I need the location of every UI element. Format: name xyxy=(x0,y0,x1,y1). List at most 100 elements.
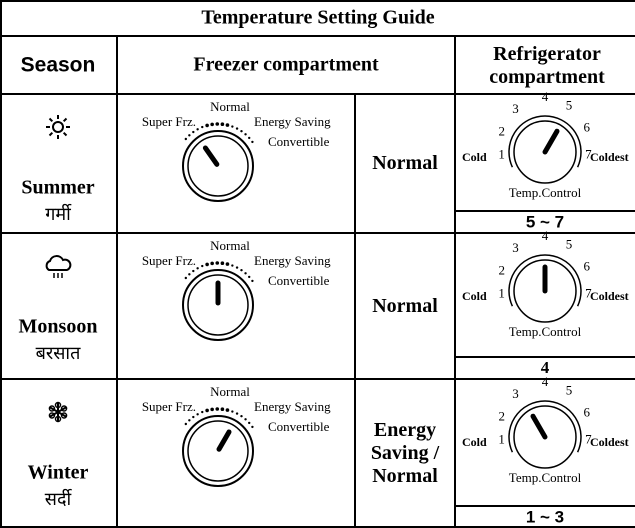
dial-number: 6 xyxy=(583,259,590,274)
dial-number: 2 xyxy=(499,262,506,277)
dial-dot xyxy=(205,263,209,267)
dial-dot xyxy=(236,412,238,414)
dial-dot xyxy=(192,131,194,133)
dial-label: Convertible xyxy=(268,273,330,288)
dial-dot xyxy=(231,264,233,266)
setting-box: Normal xyxy=(357,96,453,231)
dial-cold: Cold xyxy=(462,289,487,303)
dial-number: 3 xyxy=(512,240,519,255)
dial-dot xyxy=(248,137,250,139)
dial-dot xyxy=(231,410,233,412)
dial-dot xyxy=(185,277,187,279)
dial-dot xyxy=(244,418,246,420)
dial-cold: Cold xyxy=(462,435,487,449)
dial-label: Normal xyxy=(210,238,250,253)
dial-dot xyxy=(205,124,209,128)
dial-dot xyxy=(201,265,203,267)
freezer-setting: Energy Saving / Normal xyxy=(357,381,453,526)
dial-dot xyxy=(236,266,238,268)
header: Season xyxy=(21,54,96,77)
header: Refrigerator compartment xyxy=(462,38,632,94)
sun-ray xyxy=(50,119,53,122)
dial-dot xyxy=(251,426,253,428)
season-name: Summer xyxy=(21,177,94,199)
dial-label: Energy Saving xyxy=(254,399,331,414)
freezer-setting: Normal xyxy=(357,235,453,377)
dial-number: 4 xyxy=(542,374,549,389)
header-box: Refrigerator compartment xyxy=(462,38,632,94)
dial-number: 5 xyxy=(566,382,573,397)
dial-label: Super Frz. xyxy=(142,253,196,268)
dial-dot xyxy=(192,416,194,418)
dial-dot xyxy=(201,411,203,413)
dial-dot xyxy=(240,269,242,271)
dial-dot xyxy=(210,262,214,266)
dial-caption: Temp.Control xyxy=(509,470,582,485)
dial-coldest: Coldest xyxy=(590,289,629,303)
dial-label: Normal xyxy=(210,99,250,114)
season-name: Winter xyxy=(28,462,89,484)
dial-dot xyxy=(226,123,230,127)
dial-number: 1 xyxy=(498,147,505,162)
dial-dot xyxy=(210,123,214,127)
cloud-icon xyxy=(47,256,71,270)
dial-number: 5 xyxy=(566,236,573,251)
dial-coldest: Coldest xyxy=(590,435,629,449)
dial-number: 3 xyxy=(512,386,519,401)
dial-dot xyxy=(251,141,253,143)
setting-box: Energy Saving / Normal xyxy=(357,381,453,526)
dial-number: 4 xyxy=(542,228,549,243)
dial-number: 5 xyxy=(566,97,573,112)
temperature-guide: Temperature Setting Guide Season Freezer… xyxy=(0,0,635,528)
dial-dot xyxy=(221,261,225,265)
dial-label: Energy Saving xyxy=(254,253,331,268)
dial-dot xyxy=(192,270,194,272)
dial-dot xyxy=(196,413,198,415)
dial-number: 6 xyxy=(583,120,590,135)
dial-dot xyxy=(251,280,253,282)
season-local: सर्दी xyxy=(45,488,73,509)
dial-dot xyxy=(226,408,230,412)
dial-dot xyxy=(215,261,219,265)
freezer-setting: Normal xyxy=(357,96,453,231)
dial-number: 2 xyxy=(499,123,506,138)
dial-label: Convertible xyxy=(268,134,330,149)
dial-number: 1 xyxy=(498,286,505,301)
dial-dot xyxy=(185,138,187,140)
dial-label: Normal xyxy=(210,384,250,399)
dial-dot xyxy=(188,134,190,136)
dial-coldest: Coldest xyxy=(590,150,629,164)
season-local: गर्मी xyxy=(45,203,72,224)
dial-dot xyxy=(205,409,209,413)
dial-number: 3 xyxy=(512,101,519,116)
dial-label: Super Frz. xyxy=(142,399,196,414)
dial-dot xyxy=(196,128,198,130)
header: Freezer compartment xyxy=(193,54,379,76)
dial-dot xyxy=(248,422,250,424)
dial-dot xyxy=(185,423,187,425)
dial-label: Convertible xyxy=(268,419,330,434)
dial-caption: Temp.Control xyxy=(509,185,582,200)
title: Temperature Setting Guide xyxy=(201,7,434,29)
dial-number: 4 xyxy=(542,89,549,104)
setting-box: Normal xyxy=(357,235,453,377)
dial-dot xyxy=(196,267,198,269)
dial-dot xyxy=(244,272,246,274)
sun-ray xyxy=(50,133,53,136)
dial-dot xyxy=(240,130,242,132)
dial-cold: Cold xyxy=(462,150,487,164)
dial-dot xyxy=(244,133,246,135)
dial-dot xyxy=(240,415,242,417)
dial-label: Super Frz. xyxy=(142,114,196,129)
dial-dot xyxy=(236,127,238,129)
dial-dot xyxy=(215,122,219,126)
dial-dot xyxy=(201,126,203,128)
season-local: बरसात xyxy=(36,343,81,363)
season-name: Monsoon xyxy=(19,316,98,338)
sun-icon xyxy=(53,122,63,132)
sun-ray xyxy=(64,133,67,136)
dial-number: 2 xyxy=(499,408,506,423)
dial-dot xyxy=(188,273,190,275)
dial-dot xyxy=(221,122,225,126)
dial-dot xyxy=(231,125,233,127)
